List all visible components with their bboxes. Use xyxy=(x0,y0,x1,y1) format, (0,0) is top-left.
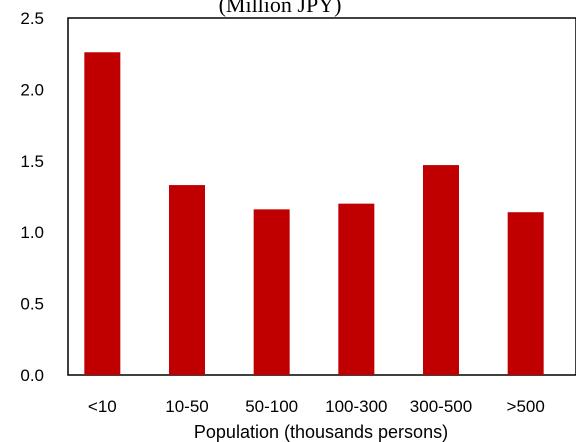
y-axis-ticks: 0.0 0.5 1.0 1.5 2.0 2.5 xyxy=(20,9,44,385)
x-axis-ticks: <10 10-50 50-100 100-300 300-500 >500 xyxy=(88,397,545,416)
x-tick-label: >500 xyxy=(507,397,545,416)
bar xyxy=(253,209,290,375)
x-tick-label: <10 xyxy=(88,397,117,416)
y-tick-label: 1.5 xyxy=(20,152,44,171)
bar xyxy=(423,165,459,375)
y-tick-label: 1.0 xyxy=(20,223,44,242)
chart-title: (Million JPY) xyxy=(219,0,342,17)
x-tick-label: 10-50 xyxy=(165,397,208,416)
y-tick-label: 2.0 xyxy=(20,80,44,99)
bars xyxy=(84,52,544,375)
x-axis-title: Population (thousands persons) xyxy=(194,422,448,442)
y-tick-label: 0.0 xyxy=(20,366,44,385)
plot-area xyxy=(67,17,576,376)
bar xyxy=(84,52,121,375)
x-tick-label: 300-500 xyxy=(410,397,472,416)
bar xyxy=(507,212,544,375)
y-tick-label: 2.5 xyxy=(20,9,44,28)
y-tick-label: 0.5 xyxy=(20,295,44,314)
bar xyxy=(169,185,205,375)
bar xyxy=(338,203,375,375)
x-tick-label: 100-300 xyxy=(325,397,387,416)
x-tick-label: 50-100 xyxy=(245,397,298,416)
